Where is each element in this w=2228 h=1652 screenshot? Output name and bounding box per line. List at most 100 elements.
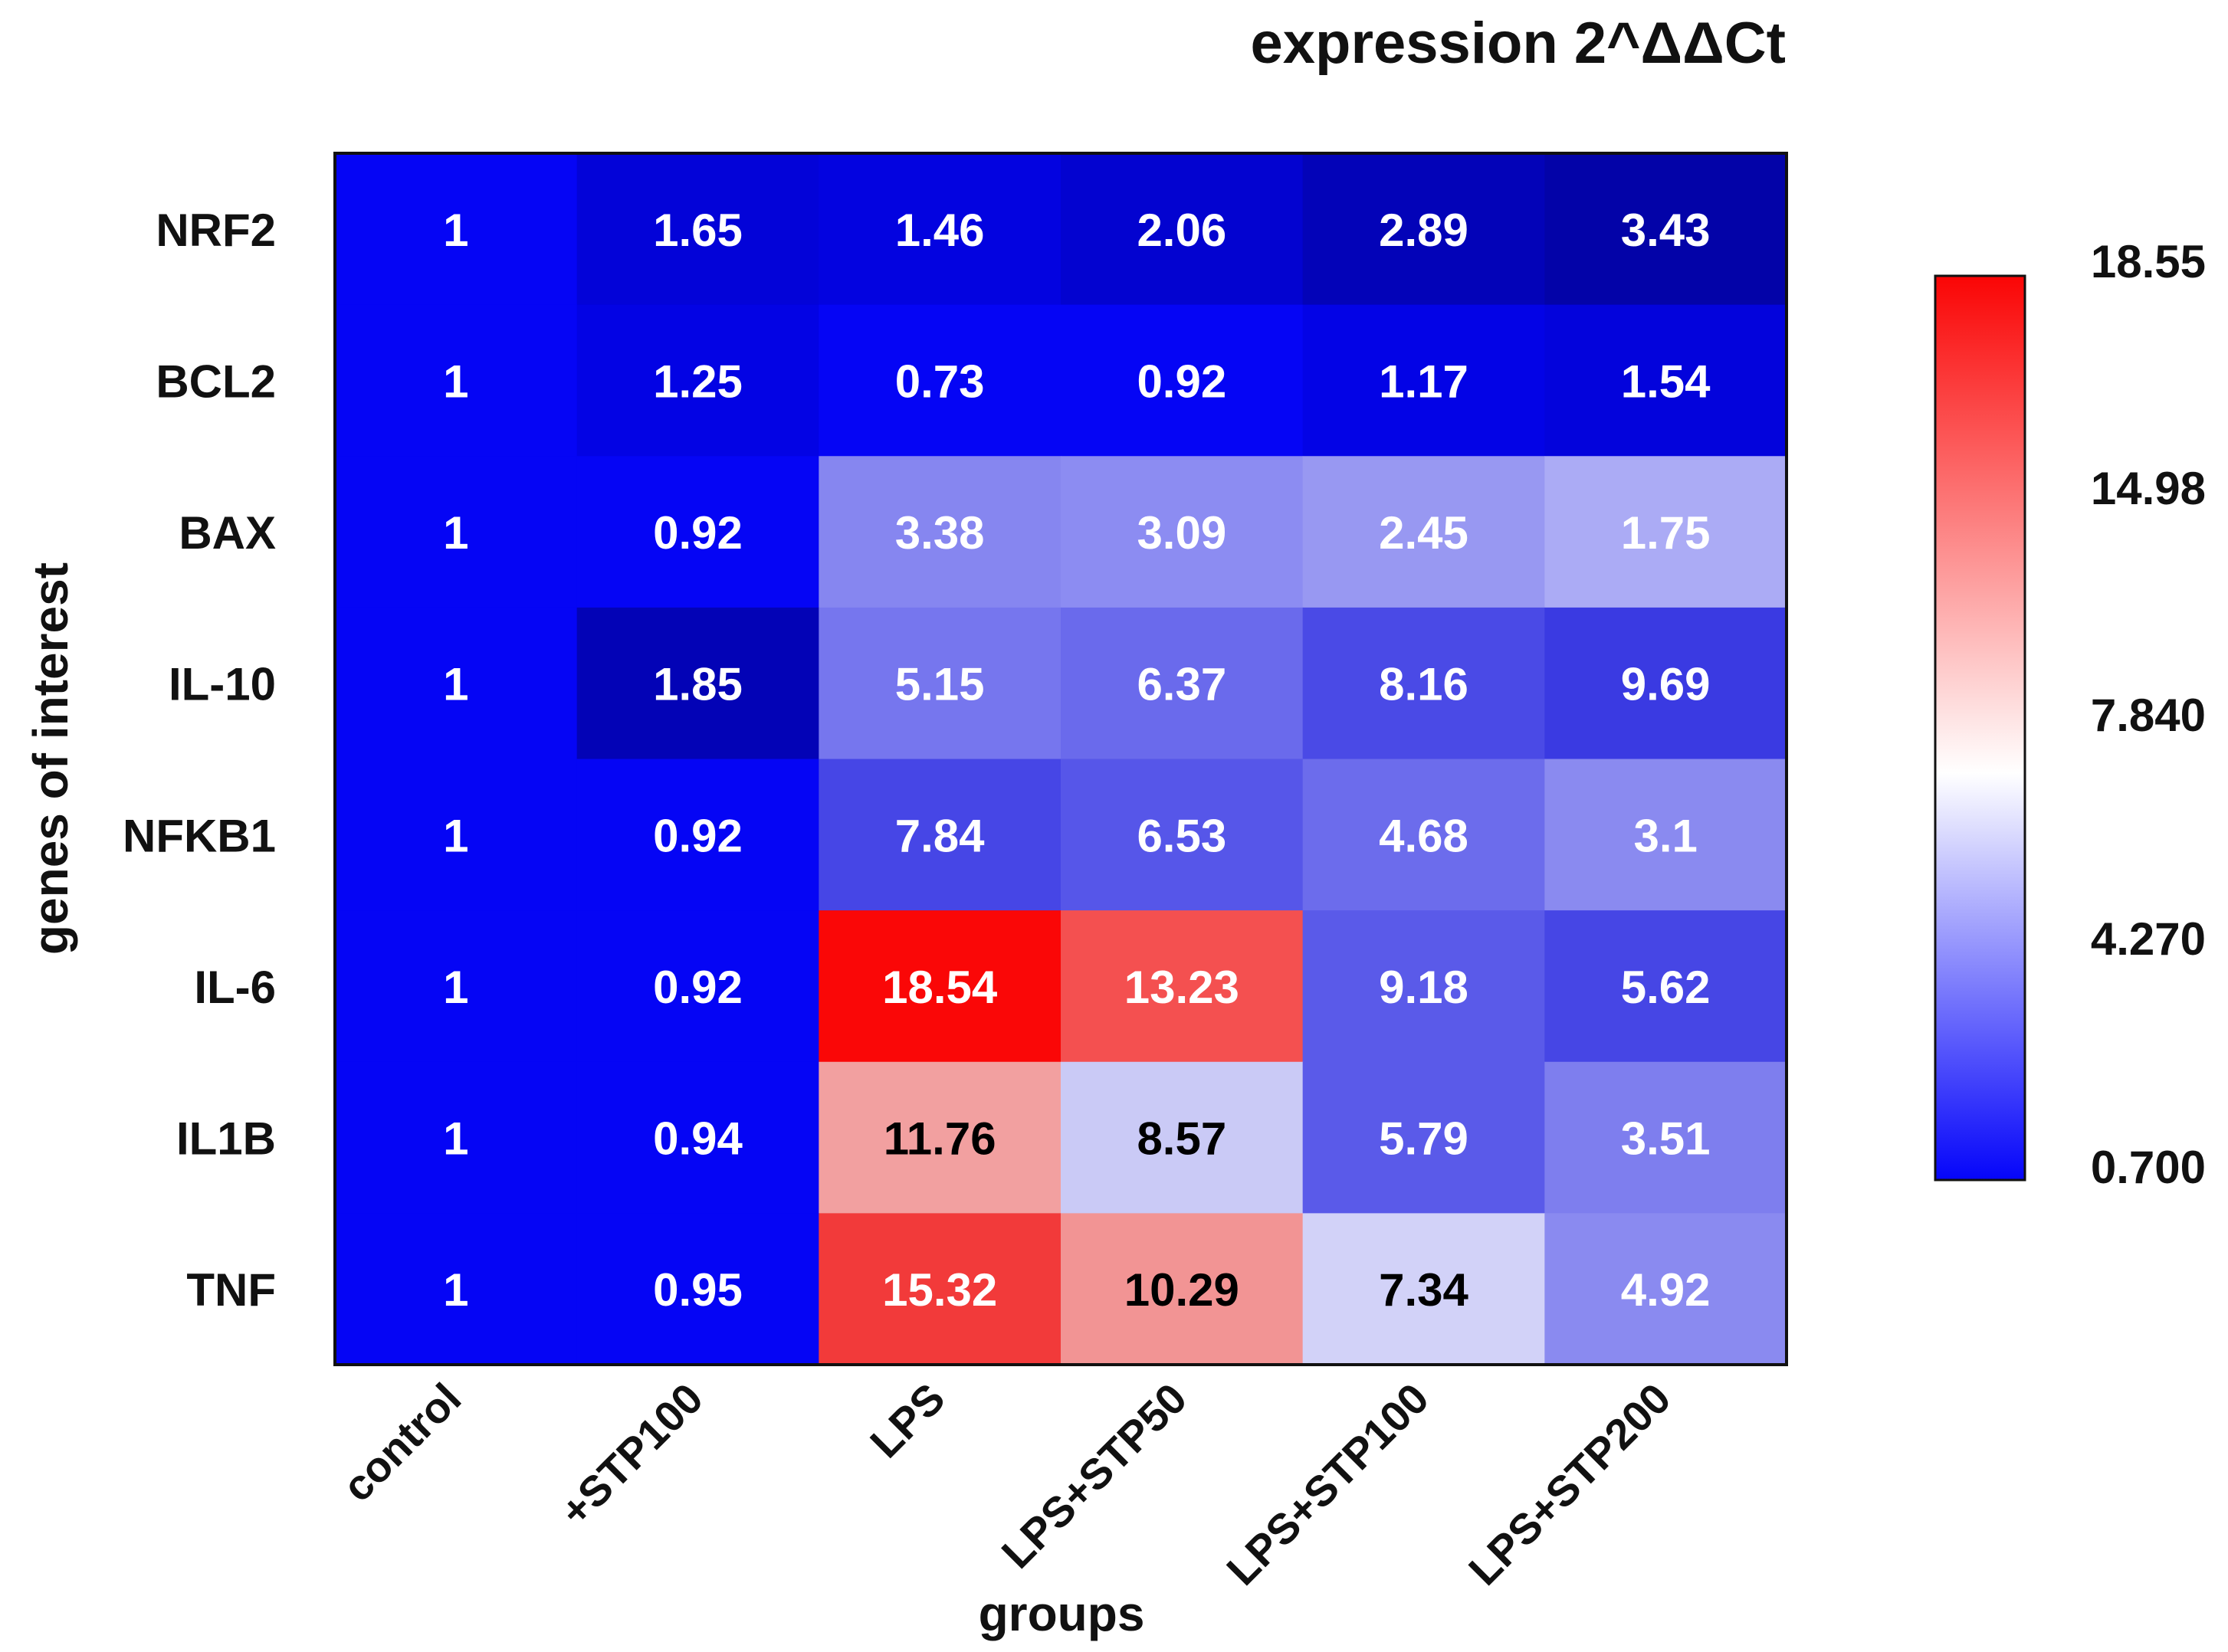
heatmap-cell	[1061, 1061, 1304, 1214]
heatmap-cell	[819, 607, 1061, 760]
cell-value-label: 1.17	[1379, 356, 1468, 407]
heatmap-cell	[576, 1213, 819, 1365]
cell-value-label: 3.43	[1621, 205, 1711, 256]
cell-value-label: 2.89	[1379, 205, 1468, 256]
cell-value-label: 5.62	[1621, 962, 1711, 1013]
heatmap-cell	[576, 153, 819, 306]
cell-value-label: 6.53	[1137, 810, 1226, 861]
cell-value-label: 1.75	[1621, 507, 1711, 559]
row-label: BCL2	[156, 356, 276, 407]
cell-value-label: 4.92	[1621, 1264, 1711, 1316]
cell-value-label: 1	[443, 1113, 468, 1165]
heatmap-cell	[1302, 1213, 1545, 1365]
heatmap-cell	[1302, 153, 1545, 306]
heatmap-cell	[335, 153, 578, 306]
cell-value-label: 3.1	[1633, 810, 1697, 861]
heatmap-cell	[335, 1061, 578, 1214]
heatmap-cell	[335, 304, 578, 457]
cell-value-label: 18.54	[882, 962, 998, 1013]
cell-value-label: 7.84	[895, 810, 985, 861]
heatmap-cell	[1302, 607, 1545, 760]
cell-value-label: 3.09	[1137, 507, 1226, 559]
heatmap-cell	[1302, 759, 1545, 911]
heatmap-cell	[335, 1213, 578, 1365]
heatmap-cell	[1544, 910, 1787, 1063]
cell-value-label: 1.46	[895, 205, 985, 256]
column-label: +STP100	[550, 1374, 712, 1536]
colorbar-tick-label: 18.55	[2091, 236, 2206, 287]
heatmap-cell	[1302, 1061, 1545, 1214]
cell-value-label: 1	[443, 962, 468, 1013]
heatmap-cell	[1302, 304, 1545, 457]
cell-value-label: 0.92	[1137, 356, 1226, 407]
row-label: NRF2	[156, 205, 276, 256]
x-axis-label: groups	[979, 1586, 1145, 1641]
heatmap-cell	[1302, 456, 1545, 608]
cell-value-label: 10.29	[1124, 1264, 1239, 1316]
cell-value-label: 1.25	[653, 356, 743, 407]
heatmap-cell	[819, 759, 1061, 911]
cell-value-label: 2.06	[1137, 205, 1226, 256]
heatmap-cell	[335, 456, 578, 608]
cell-value-label: 9.69	[1621, 659, 1711, 710]
row-label: NFKB1	[123, 810, 276, 861]
heatmap-cell	[1061, 910, 1304, 1063]
column-label: LPS	[861, 1374, 954, 1467]
cell-value-label: 1.54	[1621, 356, 1711, 407]
heatmap-cell	[576, 304, 819, 457]
chart-title: expression 2^ΔΔCt	[1250, 11, 1786, 76]
cell-value-label: 1	[443, 1264, 468, 1316]
column-label: LPS+STP200	[1459, 1374, 1680, 1595]
cell-value-label: 1	[443, 507, 468, 559]
colorbar-tick-label: 14.98	[2091, 463, 2206, 514]
heatmap-cell	[1544, 153, 1787, 306]
cell-value-label: 11.76	[884, 1113, 996, 1165]
colorbar-tick-label: 4.270	[2091, 913, 2206, 965]
colorbar-tick-label: 0.700	[2091, 1142, 2206, 1193]
cell-value-label: 1.65	[653, 205, 743, 256]
heatmap-cell	[335, 607, 578, 760]
heatmap-cell	[1544, 1061, 1787, 1214]
heatmap-cell	[819, 153, 1061, 306]
column-label: LPS+STP100	[1217, 1374, 1438, 1595]
heatmap-cell	[1544, 759, 1787, 911]
cell-value-label: 0.92	[653, 810, 743, 861]
cell-value-label: 15.32	[882, 1264, 997, 1316]
colorbar	[1934, 274, 2026, 1182]
cell-value-label: 0.94	[653, 1113, 743, 1165]
colorbar-tick-label: 7.840	[2091, 690, 2206, 741]
cell-value-label: 1	[443, 810, 468, 861]
heatmap-cell	[335, 759, 578, 911]
cell-value-label: 4.68	[1379, 810, 1468, 861]
heatmap-cell	[1544, 304, 1787, 457]
column-label: LPS+STP50	[993, 1374, 1196, 1578]
cell-value-label: 13.23	[1124, 962, 1239, 1013]
heatmap-cell	[1061, 1213, 1304, 1365]
heatmap-cell	[335, 910, 578, 1063]
heatmap-cell	[1061, 456, 1304, 608]
heatmap-cell	[1061, 304, 1304, 457]
y-axis-label: genes of interest	[23, 562, 78, 955]
heatmap-cell	[576, 1061, 819, 1214]
cell-value-label: 8.16	[1379, 659, 1468, 710]
row-labels: NRF2 BCL2 BAX IL-10 NFKB1 IL-6 IL1B TNF	[123, 205, 276, 1316]
cell-value-label: 1	[443, 356, 468, 407]
cell-value-label: 2.45	[1379, 507, 1468, 559]
row-label: IL-6	[194, 962, 276, 1013]
cell-value-label: 0.92	[653, 962, 743, 1013]
heatmap-cell	[819, 1061, 1061, 1214]
heatmap-frame	[333, 152, 1788, 1366]
heatmap-cell	[576, 759, 819, 911]
cell-value-label: 1	[443, 205, 468, 256]
cell-value-label: 7.34	[1379, 1264, 1468, 1316]
row-label: TNF	[186, 1264, 276, 1316]
colorbar-ticks: 18.55 14.98 7.840 4.270 0.700	[2091, 236, 2206, 1193]
column-label: control	[333, 1374, 471, 1511]
heatmap-cell	[1544, 456, 1787, 608]
cell-value-label: 3.51	[1621, 1113, 1711, 1165]
cell-value-label: 6.37	[1137, 659, 1226, 710]
heatmap-cell	[576, 607, 819, 760]
heatmap-cell	[576, 910, 819, 1063]
cell-value-label: 3.38	[895, 507, 985, 559]
